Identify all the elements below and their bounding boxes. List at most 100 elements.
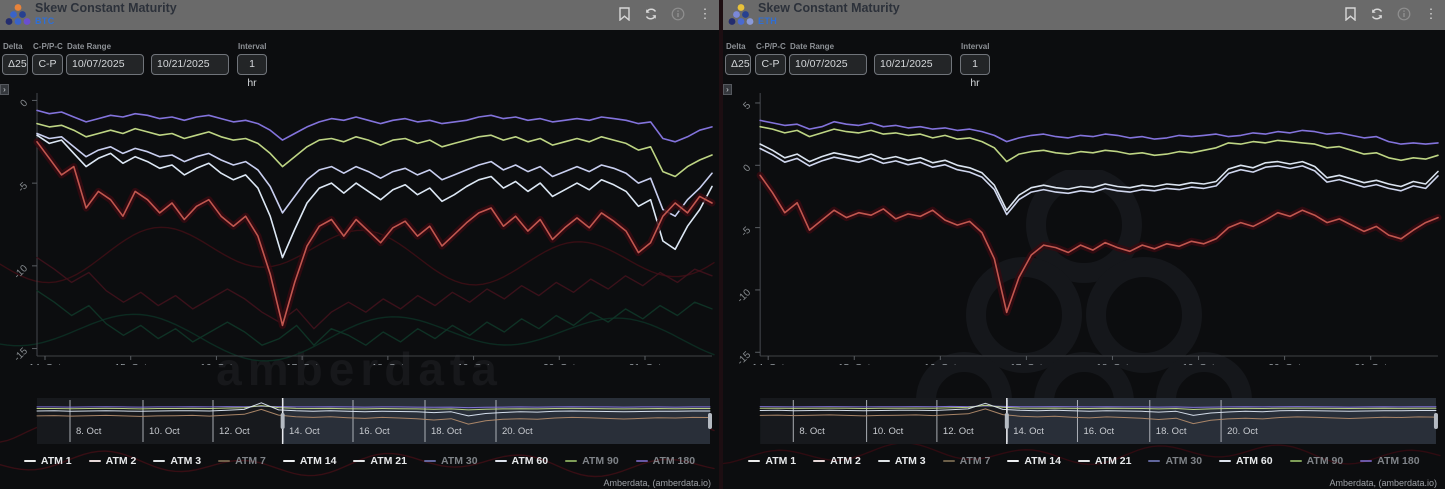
legend-dash-icon: [1007, 460, 1019, 462]
cppc-label: C-P/P-C: [756, 42, 786, 51]
bookmark-icon[interactable]: [616, 6, 632, 22]
svg-text:18. Oct: 18. Oct: [1156, 426, 1187, 437]
legend-item-atm-1[interactable]: ATM 1: [24, 455, 72, 467]
date-to-input[interactable]: 10/21/2025: [151, 54, 229, 75]
legend-label: ATM 30: [1165, 455, 1202, 467]
chart-side-toggle[interactable]: ›: [723, 84, 732, 95]
legend-item-atm-1[interactable]: ATM 1: [748, 455, 796, 467]
kebab-menu-icon[interactable]: ⋮: [1423, 6, 1439, 22]
interval-select[interactable]: 1 hr: [960, 54, 990, 75]
legend-item-atm-2[interactable]: ATM 2: [89, 455, 137, 467]
legend-dash-icon: [1148, 460, 1160, 462]
legend-label: ATM 60: [1236, 455, 1273, 467]
legend-item-atm-3[interactable]: ATM 3: [878, 455, 926, 467]
delta-select[interactable]: Δ25: [725, 54, 751, 75]
legend-label: ATM 180: [1377, 455, 1419, 467]
legend-item-atm-90[interactable]: ATM 90: [565, 455, 619, 467]
legend-label: ATM 14: [1024, 455, 1061, 467]
interval-label: Interval: [961, 42, 989, 51]
legend-label: ATM 30: [441, 455, 478, 467]
svg-text:-15: -15: [735, 349, 753, 365]
date-from-input[interactable]: 10/07/2025: [789, 54, 867, 75]
svg-text:16. Oct: 16. Oct: [200, 363, 232, 365]
legend-item-atm-14[interactable]: ATM 14: [1007, 455, 1061, 467]
legend-dash-icon: [636, 460, 648, 462]
cppc-select[interactable]: C-P: [755, 54, 786, 75]
legend-item-atm-7[interactable]: ATM 7: [943, 455, 991, 467]
navigator[interactable]: 8. Oct10. Oct12. Oct14. Oct16. Oct18. Oc…: [723, 398, 1445, 444]
legend-label: ATM 3: [895, 455, 926, 467]
svg-text:16. Oct: 16. Oct: [359, 426, 390, 437]
svg-text:-5: -5: [739, 225, 753, 239]
amberdata-logo: [728, 3, 754, 27]
legend-label: ATM 3: [170, 455, 201, 467]
date-to-input[interactable]: 10/21/2025: [874, 54, 952, 75]
delta-select[interactable]: Δ25: [2, 54, 28, 75]
refresh-icon[interactable]: [1369, 6, 1385, 22]
filter-bar: Delta Δ25 C-P/P-C C-P Date Range 10/07/2…: [723, 30, 1445, 88]
delta-label: Delta: [3, 42, 23, 51]
legend-label: ATM 60: [512, 455, 549, 467]
attribution: Amberdata, (amberdata.io): [1329, 478, 1437, 488]
svg-text:14. Oct: 14. Oct: [1013, 426, 1044, 437]
legend-dash-icon: [565, 460, 577, 462]
skew-dashboard: amberdata Skew Constant Maturity BTC: [0, 0, 1445, 489]
main-chart[interactable]: 50-5-10-1514. Oct15. Oct16. Oct17. Oct18…: [723, 88, 1445, 365]
legend-dash-icon: [24, 460, 36, 462]
legend-item-atm-21[interactable]: ATM 21: [1078, 455, 1132, 467]
legend-item-atm-60[interactable]: ATM 60: [495, 455, 549, 467]
svg-text:5: 5: [741, 100, 753, 112]
svg-text:8. Oct: 8. Oct: [76, 426, 102, 437]
delta-label: Delta: [726, 42, 746, 51]
legend-item-atm-30[interactable]: ATM 30: [424, 455, 478, 467]
legend-label: ATM 21: [1095, 455, 1132, 467]
legend-item-atm-21[interactable]: ATM 21: [353, 455, 407, 467]
svg-text:20. Oct: 20. Oct: [543, 363, 575, 365]
legend-label: ATM 21: [370, 455, 407, 467]
svg-text:-5: -5: [16, 180, 30, 194]
legend-item-atm-180[interactable]: ATM 180: [1360, 455, 1419, 467]
svg-text:-15: -15: [12, 346, 30, 364]
cppc-select[interactable]: C-P: [32, 54, 63, 75]
legend-dash-icon: [218, 460, 230, 462]
svg-text:8. Oct: 8. Oct: [799, 426, 825, 437]
svg-text:18. Oct: 18. Oct: [1096, 363, 1129, 365]
svg-text:10. Oct: 10. Oct: [149, 426, 180, 437]
svg-text:-10: -10: [12, 263, 30, 281]
svg-text:10. Oct: 10. Oct: [873, 426, 904, 437]
legend-label: ATM 2: [830, 455, 861, 467]
panel-eth: Skew Constant Maturity ETH ⋮ Delta Δ25 C…: [723, 0, 1445, 489]
info-icon[interactable]: [670, 6, 686, 22]
legend-item-atm-180[interactable]: ATM 180: [636, 455, 695, 467]
date-from-input[interactable]: 10/07/2025: [66, 54, 144, 75]
legend-item-atm-30[interactable]: ATM 30: [1148, 455, 1202, 467]
legend-item-atm-7[interactable]: ATM 7: [218, 455, 266, 467]
legend-dash-icon: [89, 460, 101, 462]
legend-item-atm-14[interactable]: ATM 14: [283, 455, 337, 467]
navigator[interactable]: 8. Oct10. Oct12. Oct14. Oct16. Oct18. Oc…: [0, 398, 719, 444]
legend-item-atm-60[interactable]: ATM 60: [1219, 455, 1273, 467]
cppc-label: C-P/P-C: [33, 42, 63, 51]
svg-text:19. Oct: 19. Oct: [1182, 363, 1215, 365]
svg-text:12. Oct: 12. Oct: [219, 426, 250, 437]
svg-text:18. Oct: 18. Oct: [372, 363, 404, 365]
bookmark-icon[interactable]: [1342, 6, 1358, 22]
legend-dash-icon: [353, 460, 365, 462]
legend-label: ATM 1: [41, 455, 72, 467]
chart-side-toggle[interactable]: ›: [0, 84, 9, 95]
svg-text:17. Oct: 17. Oct: [1010, 363, 1043, 365]
legend-item-atm-2[interactable]: ATM 2: [813, 455, 861, 467]
svg-text:14. Oct: 14. Oct: [289, 426, 320, 437]
refresh-icon[interactable]: [643, 6, 659, 22]
legend-label: ATM 90: [1307, 455, 1344, 467]
legend-dash-icon: [153, 460, 165, 462]
svg-text:17. Oct: 17. Oct: [286, 363, 318, 365]
legend-item-atm-3[interactable]: ATM 3: [153, 455, 201, 467]
legend-dash-icon: [1290, 460, 1302, 462]
kebab-menu-icon[interactable]: ⋮: [697, 6, 713, 22]
info-icon[interactable]: [1396, 6, 1412, 22]
legend-item-atm-90[interactable]: ATM 90: [1290, 455, 1344, 467]
interval-select[interactable]: 1 hr: [237, 54, 267, 75]
main-chart[interactable]: 0-5-10-1514. Oct15. Oct16. Oct17. Oct18.…: [0, 88, 719, 365]
legend-dash-icon: [1219, 460, 1231, 462]
